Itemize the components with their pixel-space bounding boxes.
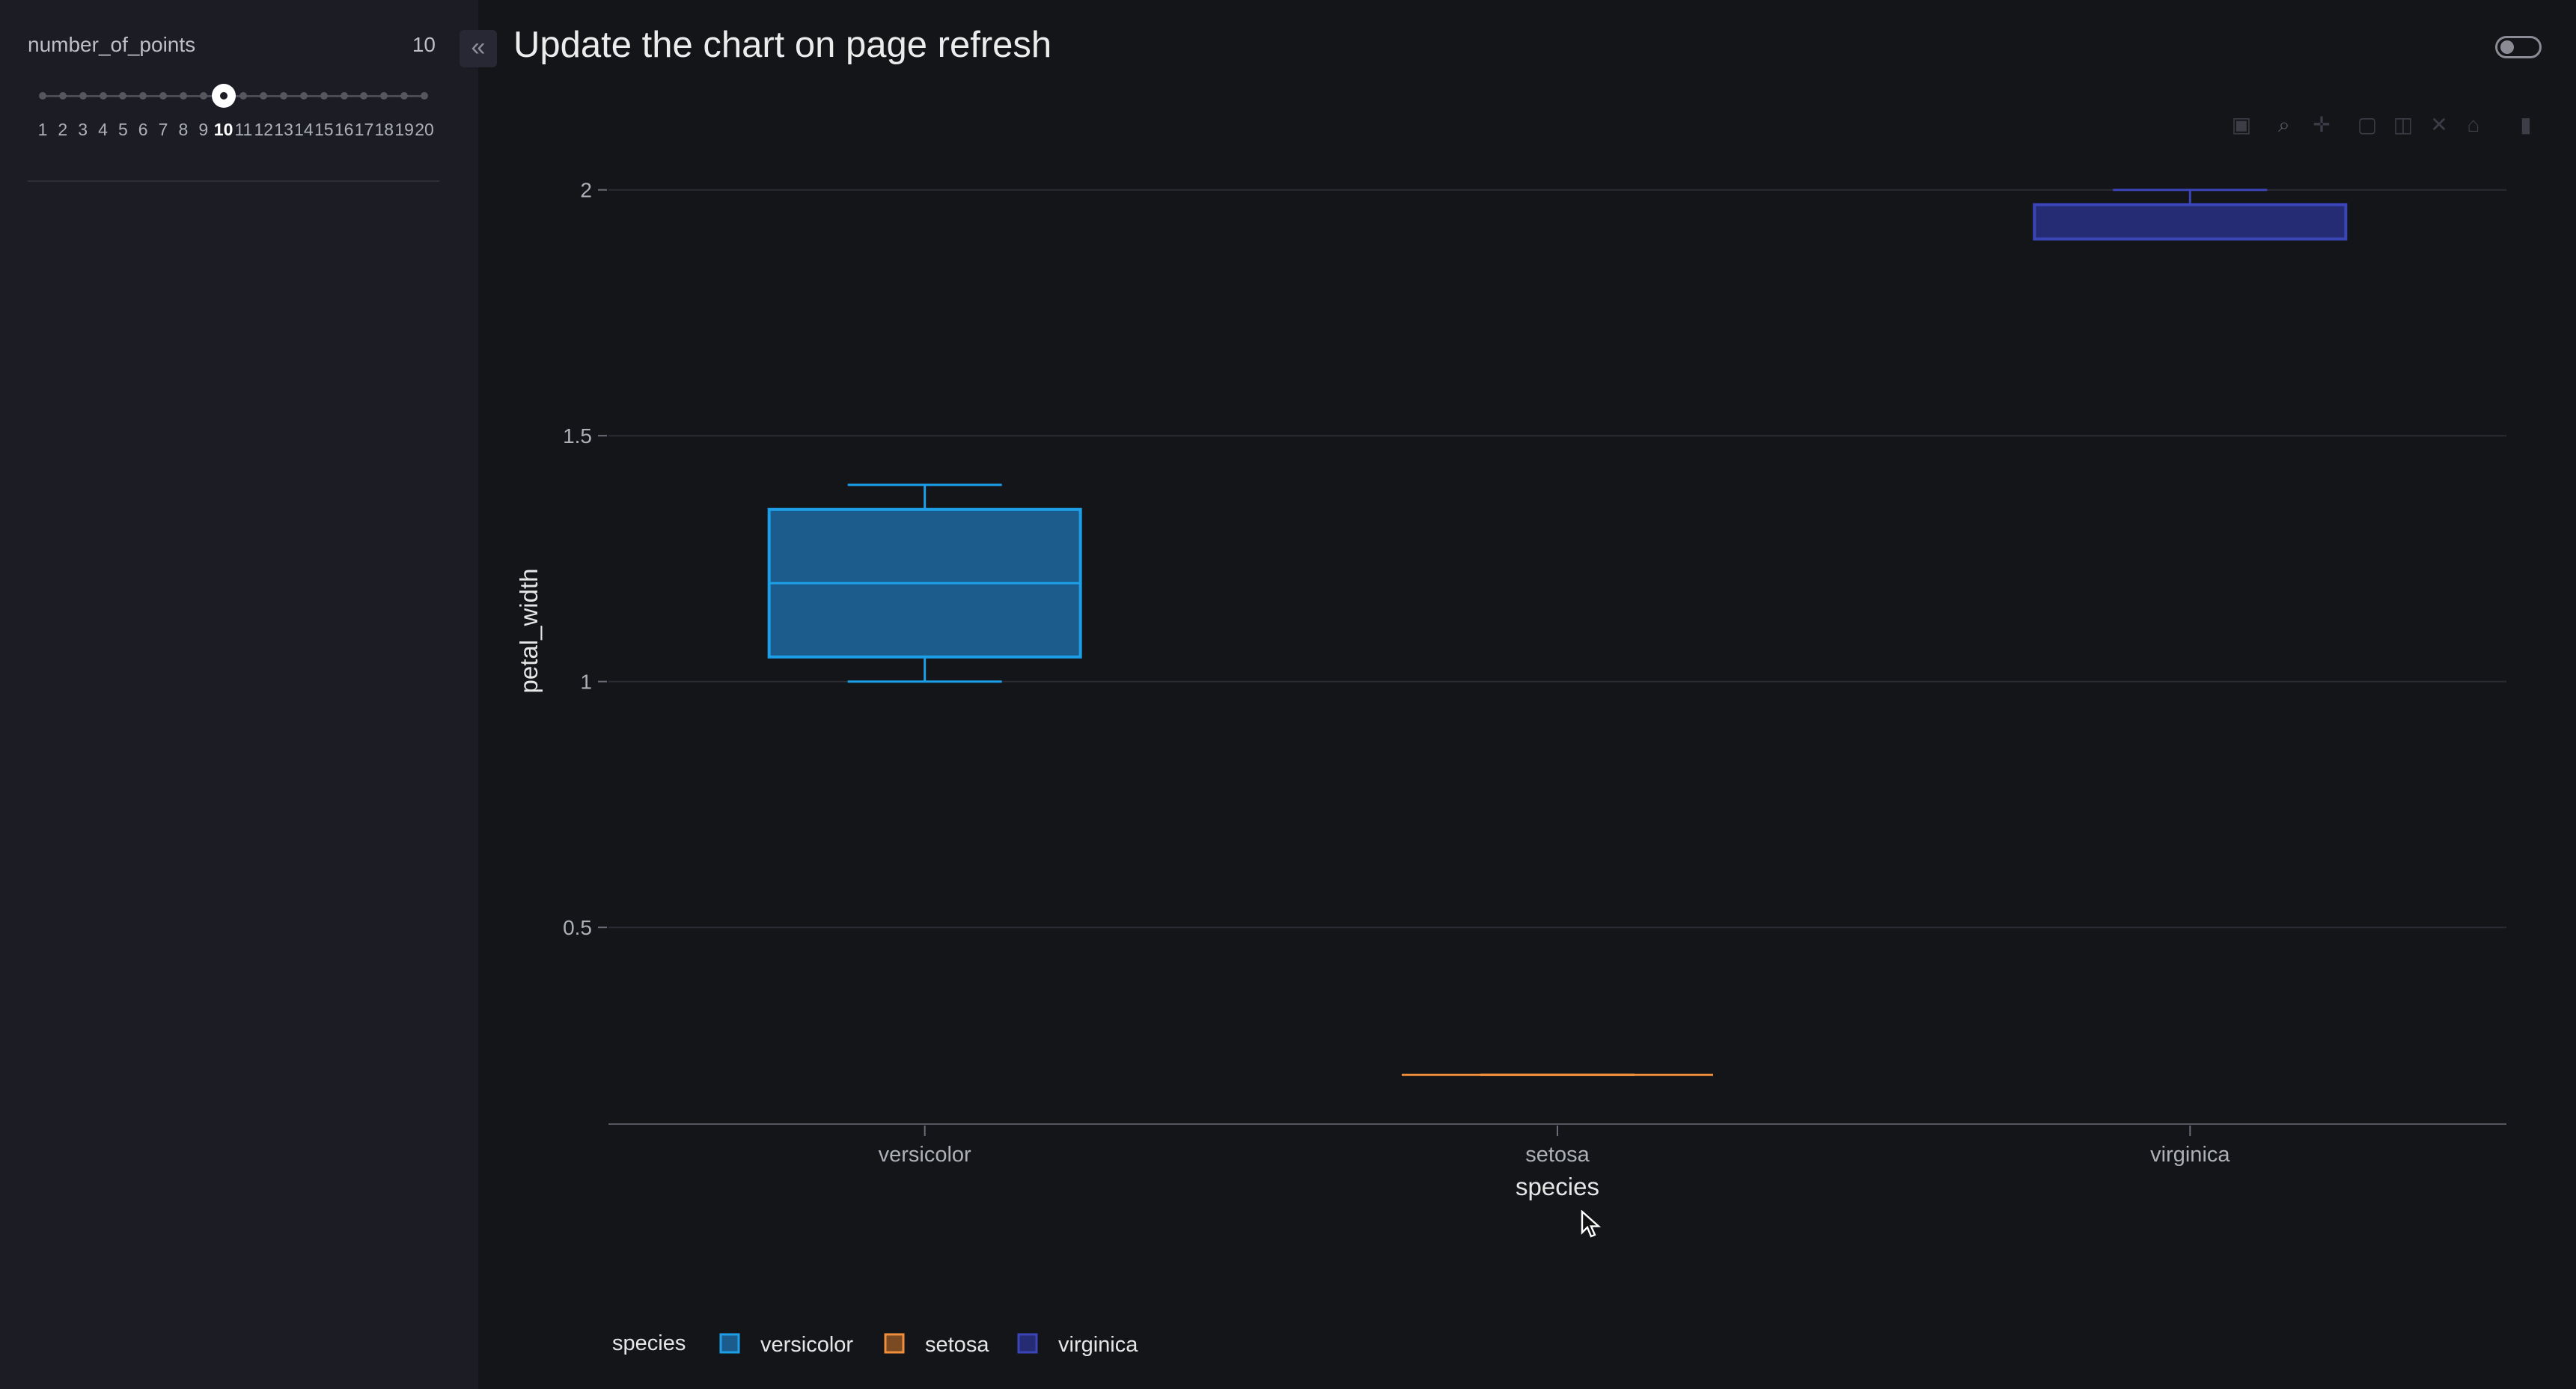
slider-tick-dot bbox=[280, 92, 288, 100]
sidebar: number_of_points 10 1 2 3 4 5 6 7 8 9 10 11 12 13 14 1… bbox=[0, 0, 478, 1389]
legend-swatch bbox=[884, 1333, 905, 1354]
theme-toggle[interactable] bbox=[2495, 36, 2542, 58]
slider-tick-label: 3 bbox=[78, 120, 88, 139]
box-versicolor bbox=[767, 483, 1082, 683]
slider-tick-dot bbox=[400, 92, 409, 100]
y-tick-label: 1.5 bbox=[563, 424, 592, 448]
pan-icon[interactable]: ✛ bbox=[2313, 113, 2331, 136]
slider-tick-label: 8 bbox=[178, 120, 189, 139]
number-of-points-slider[interactable] bbox=[39, 84, 428, 108]
legend-title: species bbox=[612, 1331, 686, 1355]
zoom-icon[interactable]: ⌕ bbox=[2278, 113, 2290, 136]
y-tick-label: 1 bbox=[580, 671, 592, 694]
legend-swatch bbox=[1017, 1333, 1038, 1354]
slider-tick-label: 1 bbox=[37, 120, 48, 139]
collapse-sidebar-button[interactable]: « bbox=[460, 30, 497, 67]
slider-tick-dot bbox=[58, 92, 67, 100]
slider-tick-label: 6 bbox=[138, 120, 148, 139]
legend-item-versicolor[interactable]: versicolor bbox=[719, 1333, 853, 1357]
slider-tick-dot bbox=[199, 92, 207, 100]
zoom-in-icon[interactable]: ✕ bbox=[2430, 113, 2448, 136]
y-axis-title: petal_width bbox=[515, 569, 543, 694]
slider-tick-label: 13 bbox=[274, 120, 293, 139]
page-title: Update the chart on page refresh bbox=[513, 25, 1052, 65]
slider-tick-dot bbox=[179, 92, 187, 100]
slider-tick-dot bbox=[380, 92, 388, 100]
legend-swatch bbox=[719, 1333, 740, 1354]
legend-label: virginica bbox=[1058, 1333, 1138, 1357]
slider-tick-dot bbox=[139, 92, 147, 100]
slider-tick-dot bbox=[421, 92, 428, 100]
slider-tick-label: 7 bbox=[158, 120, 168, 139]
slider-label: number_of_points bbox=[28, 33, 196, 56]
slider-value: 10 bbox=[412, 33, 436, 56]
slider-tick-label: 20 bbox=[415, 120, 434, 139]
slider-tick-dot bbox=[340, 92, 348, 100]
box-virginica bbox=[2033, 189, 2348, 241]
slider-tick-dot bbox=[39, 92, 46, 100]
slider-tick-label: 5 bbox=[117, 120, 128, 139]
legend-item-setosa[interactable]: setosa bbox=[884, 1333, 989, 1357]
slider-tick-dot bbox=[159, 92, 168, 100]
slider-tick-label: 10 bbox=[213, 120, 234, 139]
slider-tick-label: 2 bbox=[58, 120, 68, 139]
slider-tick-label: 4 bbox=[98, 120, 108, 139]
x-tick-label: setosa bbox=[1525, 1143, 1590, 1167]
box-select-icon[interactable]: ▢ bbox=[2357, 113, 2378, 136]
x-tick-label: virginica bbox=[2150, 1143, 2230, 1167]
slider-handle[interactable] bbox=[211, 84, 236, 108]
y-tick-label: 0.5 bbox=[563, 916, 592, 939]
slider-tick-dot bbox=[99, 92, 107, 100]
slider-tick-label: 16 bbox=[334, 120, 354, 139]
y-tick-label: 2 bbox=[580, 179, 592, 202]
box-iqr bbox=[2033, 203, 2348, 241]
slider-tick-dot bbox=[260, 92, 268, 100]
double-chevron-left-icon: « bbox=[471, 33, 486, 61]
slider-tick-label: 17 bbox=[354, 120, 374, 139]
slider-tick-dot bbox=[360, 92, 368, 100]
autoscale-icon[interactable]: ⌂ bbox=[2467, 113, 2480, 136]
plotly-logo-icon[interactable]: ▮ bbox=[2520, 113, 2532, 136]
slider-tick-dot bbox=[320, 92, 328, 100]
x-axis-title: species bbox=[1516, 1173, 1599, 1200]
slider-tick-label: 12 bbox=[254, 120, 274, 139]
mouse-cursor-icon bbox=[1581, 1210, 1602, 1238]
slider-tick-label: 18 bbox=[374, 120, 394, 139]
slider-tick-dot bbox=[239, 92, 248, 100]
legend-label: setosa bbox=[925, 1333, 989, 1357]
slider-tick-label: 9 bbox=[198, 120, 209, 139]
toggle-knob bbox=[2500, 40, 2514, 54]
slider-tick-label: 19 bbox=[394, 120, 414, 139]
lasso-icon[interactable]: ◫ bbox=[2393, 113, 2414, 136]
slider-tick-label: 11 bbox=[234, 120, 253, 139]
slider-tick-dot bbox=[79, 92, 87, 100]
slider-tick-dot bbox=[119, 92, 127, 100]
slider-tick-label: 15 bbox=[314, 120, 334, 139]
camera-icon[interactable]: ▣ bbox=[2231, 113, 2252, 136]
slider-tick-dot bbox=[299, 92, 308, 100]
slider-tick-label: 14 bbox=[294, 120, 314, 139]
legend-label: versicolor bbox=[760, 1333, 853, 1357]
sidebar-divider bbox=[28, 180, 439, 182]
x-tick-label: versicolor bbox=[879, 1143, 971, 1167]
legend-item-virginica[interactable]: virginica bbox=[1017, 1333, 1138, 1357]
